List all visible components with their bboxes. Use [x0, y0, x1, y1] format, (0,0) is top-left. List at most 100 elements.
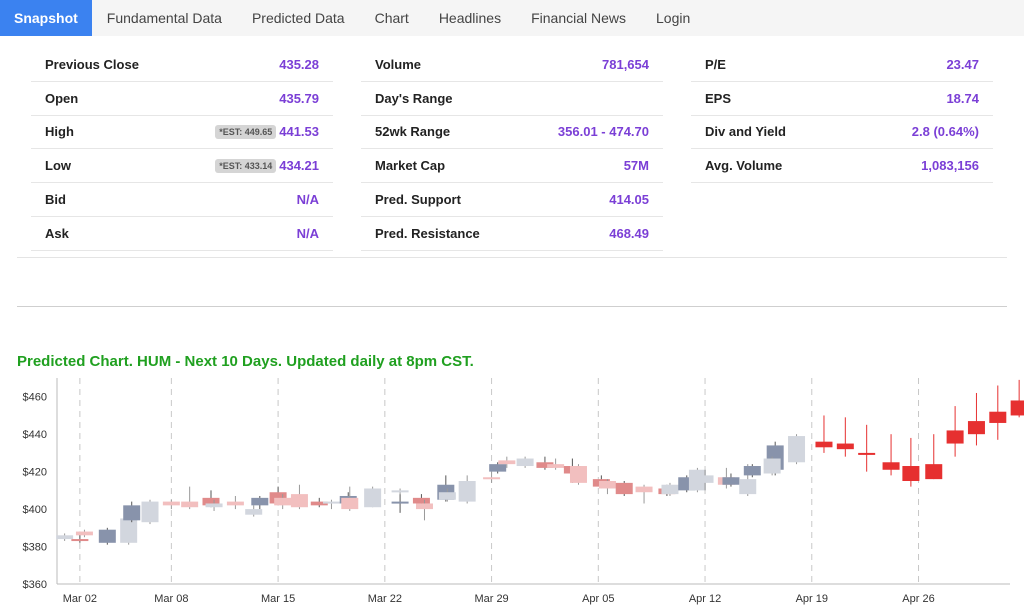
candle-body	[245, 509, 263, 515]
candle-body	[391, 501, 409, 504]
quote-label: Previous Close	[45, 57, 139, 72]
y-tick-label: $400	[23, 504, 47, 516]
quote-value-text: 435.28	[279, 57, 319, 72]
quote-label: EPS	[705, 90, 732, 106]
quote-row: P/E 23.47	[691, 48, 993, 82]
y-tick-label: $440	[23, 429, 47, 441]
chart-title: Predicted Chart. HUM - Next 10 Days. Upd…	[17, 353, 474, 370]
divider	[17, 306, 1007, 307]
tab-login[interactable]: Login	[656, 10, 691, 26]
quote-value-text: 781,654	[602, 57, 649, 72]
quote-row: Low *EST: 433.14 434.21	[31, 149, 333, 184]
candle-body	[925, 464, 943, 480]
quote-value: 468.49	[609, 226, 663, 241]
candle-body	[489, 464, 507, 472]
candle-body	[364, 488, 382, 508]
candle-body	[310, 501, 328, 506]
candle-body	[205, 503, 223, 508]
quote-value: N/A	[297, 226, 333, 241]
candle-body	[516, 458, 534, 467]
quote-label: Div and Yield	[705, 124, 786, 140]
y-tick-label: $420	[23, 467, 47, 479]
candle-body	[615, 482, 633, 495]
candle-body	[415, 503, 433, 510]
candle-body	[458, 481, 476, 502]
candle-body	[123, 505, 141, 521]
candle-body	[743, 466, 761, 476]
candle-body	[438, 492, 456, 500]
candle-body	[788, 436, 806, 463]
quote-value-text: 356.01 - 474.70	[557, 124, 649, 140]
candle-body	[162, 501, 180, 506]
candle-body	[322, 501, 340, 504]
candle-body	[98, 529, 116, 543]
quote-row: Pred. Resistance 468.49	[361, 217, 663, 251]
candle-body	[858, 452, 876, 455]
quote-value: 23.47	[946, 57, 993, 72]
candle-body	[202, 497, 220, 506]
quote-label: Pred. Support	[375, 191, 461, 207]
candle-body	[902, 466, 920, 481]
quote-row: Ask N/A	[31, 217, 333, 251]
candle-body	[56, 535, 74, 540]
quote-value: 18.74	[946, 91, 993, 106]
quote-value-text: 441.53	[279, 124, 319, 140]
quote-label: Pred. Resistance	[375, 225, 480, 241]
candle-body	[141, 501, 159, 523]
candle-body	[498, 460, 516, 465]
quote-value-text: 23.47	[946, 57, 979, 72]
estimate-badge: *EST: 433.14	[215, 158, 277, 173]
estimate-badge: *EST: 449.65	[215, 124, 277, 139]
tab-financial-news[interactable]: Financial News	[531, 10, 627, 26]
x-tick-label: Mar 22	[368, 593, 402, 605]
tab-predicted-data[interactable]: Predicted Data	[251, 10, 345, 26]
quote-row: Pred. Support 414.05	[361, 183, 663, 217]
quote-value-text: 434.21	[279, 158, 319, 174]
tab-chart[interactable]: Chart	[374, 10, 409, 26]
candle-body	[989, 411, 1007, 423]
quote-value-text: 2.8 (0.64%)	[911, 124, 979, 140]
quote-row: Div and Yield 2.8 (0.64%)	[691, 115, 993, 150]
x-tick-label: Mar 29	[474, 593, 508, 605]
candle-body	[75, 531, 93, 536]
quote-label: Ask	[45, 225, 69, 241]
quote-row: Open 435.79	[31, 82, 333, 116]
quote-value-text: 18.74	[946, 90, 979, 106]
candle-body	[290, 494, 308, 508]
quote-value: *EST: 433.14 434.21	[215, 158, 333, 173]
quote-row: Previous Close 435.28	[31, 48, 333, 82]
quote-value-text: 435.79	[279, 90, 319, 106]
quote-row: Volume 781,654	[361, 48, 663, 82]
candle-body	[120, 518, 138, 543]
quote-label: Bid	[45, 191, 66, 207]
candle-body	[536, 462, 554, 468]
quote-value: 435.79	[279, 91, 333, 106]
candle-body	[815, 441, 833, 448]
predicted-price-chart: Mar 02 Mar 08 Mar 15 Mar 22 Mar 29 Apr 05 Apr …	[23, 378, 1024, 605]
quote-label: Avg. Volume	[705, 158, 783, 174]
tab-snapshot[interactable]: Snapshot	[0, 0, 92, 36]
candle-body	[1010, 400, 1024, 416]
x-tick-label: Apr 05	[582, 593, 614, 605]
quote-value: 57M	[624, 158, 663, 173]
quote-value-text: N/A	[296, 225, 319, 241]
candle-body	[547, 464, 565, 468]
y-tick-label: $380	[23, 542, 47, 554]
nav-tabs: Snapshot Fundamental Data Predicted Data Ch…	[0, 0, 1024, 36]
candle-body	[598, 481, 616, 489]
candle-body	[226, 501, 244, 506]
quote-label: High	[45, 124, 74, 140]
y-tick-label: $360	[23, 579, 47, 591]
tab-fundamental-data[interactable]: Fundamental Data	[106, 10, 222, 26]
quote-value: 356.01 - 474.70	[558, 124, 663, 139]
quote-row: Market Cap 57M	[361, 149, 663, 184]
quote-value-text: 57M	[623, 158, 649, 174]
candle-body	[836, 443, 854, 450]
quote-row: 52wk Range 356.01 - 474.70	[361, 115, 663, 150]
quote-value: N/A	[297, 192, 333, 207]
quote-label: Volume	[375, 57, 421, 72]
candle-body	[763, 458, 781, 474]
x-tick-label: Apr 12	[689, 593, 721, 605]
candle-body	[181, 501, 199, 508]
tab-headlines[interactable]: Headlines	[438, 10, 502, 26]
